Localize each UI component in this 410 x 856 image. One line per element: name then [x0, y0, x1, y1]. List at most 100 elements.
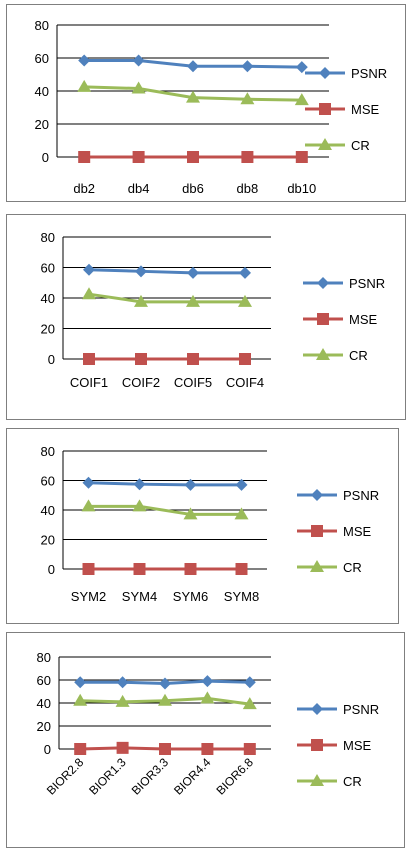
point-mse: [295, 151, 308, 163]
x-tick-label: COIF2: [122, 375, 160, 390]
point-cr: [183, 507, 198, 520]
y-tick-label: 80: [35, 18, 49, 33]
point-mse: [243, 743, 256, 755]
point-psnr: [82, 476, 95, 489]
point-cr: [134, 294, 148, 307]
point-psnr: [184, 478, 197, 491]
point-psnr: [133, 478, 146, 491]
point-cr: [115, 694, 130, 707]
x-tick-label: db2: [73, 181, 95, 196]
point-cr: [240, 92, 255, 105]
y-tick-label: 60: [37, 673, 51, 688]
x-tick-label: COIF4: [226, 375, 264, 390]
legend-marker-psnr: [311, 489, 323, 501]
point-psnr: [83, 263, 95, 276]
point-psnr: [78, 54, 91, 67]
y-tick-label: 0: [48, 562, 55, 577]
x-tick-label: BIOR6.8: [213, 755, 256, 798]
point-cr: [131, 81, 146, 94]
point-cr: [242, 697, 257, 710]
point-cr: [234, 507, 249, 520]
y-tick-label: 0: [48, 352, 55, 367]
chart-panel-sym: 0 20 40 60 80 SYM2 SYM4 SYM6 SYM8 PSNR MSE CR: [6, 428, 399, 624]
point-psnr: [241, 60, 254, 73]
x-tick-label: db6: [182, 181, 204, 196]
x-tick-label: BIOR3.3: [129, 755, 172, 798]
series-line-cr: [88, 292, 245, 304]
chart-panel-coif: 0 20 40 60 80 COIF1 COIF2 COIF5 COIF4 PSNR MSE CR: [6, 214, 406, 420]
point-psnr: [243, 676, 256, 689]
legend-label-cr: CR: [349, 348, 368, 363]
point-psnr: [74, 676, 87, 689]
legend-label-mse: MSE: [343, 738, 372, 753]
point-mse: [187, 353, 199, 365]
point-mse: [159, 743, 171, 755]
point-mse: [133, 563, 146, 575]
point-psnr: [187, 266, 199, 279]
y-tick-label: 80: [37, 650, 51, 665]
point-mse: [78, 151, 91, 163]
x-tick-label: SYM2: [71, 589, 106, 604]
legend-marker-psnr: [317, 277, 329, 289]
y-tick-label: 20: [35, 117, 49, 132]
legend-label-cr: CR: [343, 560, 362, 575]
chart-svg-db: 0 20 40 60 80 db2 db4 db6 db8 db10 PSNR MSE CR: [35, 18, 388, 196]
x-tick-label: BIOR1.3: [86, 755, 129, 798]
point-cr: [132, 499, 147, 512]
point-mse: [74, 743, 87, 755]
point-cr: [238, 294, 252, 307]
y-tick-label: 80: [41, 444, 55, 459]
point-psnr: [187, 60, 199, 73]
x-tick-label: SYM8: [224, 589, 259, 604]
y-tick-label: 20: [41, 322, 55, 337]
legend-label-psnr: PSNR: [343, 488, 379, 503]
x-tick-label: SYM4: [122, 589, 157, 604]
chart-svg-bior: 0 20 40 60 80 BIOR2.8 BIOR1.3 BIOR3.3 BIOR4.4 BIO…: [37, 650, 380, 798]
point-mse: [83, 353, 95, 365]
legend-marker-psnr: [311, 703, 323, 715]
legend-label-mse: MSE: [349, 312, 378, 327]
chart-panel-bior: 0 20 40 60 80 BIOR2.8 BIOR1.3 BIOR3.3 BIOR4.4 BIO…: [6, 632, 405, 848]
chart-svg-sym: 0 20 40 60 80 SYM2 SYM4 SYM6 SYM8 PSNR MSE CR: [41, 444, 380, 604]
legend-marker-mse: [311, 739, 323, 751]
y-tick-label: 60: [41, 261, 55, 276]
point-psnr: [235, 478, 248, 491]
point-mse: [132, 151, 145, 163]
x-tick-label: db4: [128, 181, 150, 196]
point-cr: [186, 294, 200, 307]
point-cr: [77, 79, 92, 92]
point-psnr: [116, 676, 129, 689]
point-mse: [82, 563, 95, 575]
legend-label-mse: MSE: [351, 102, 380, 117]
x-tick-label: COIF1: [70, 375, 108, 390]
point-cr: [73, 693, 88, 706]
legend-marker-psnr: [319, 67, 331, 79]
legend-label-psnr: PSNR: [349, 276, 385, 291]
legend-label-psnr: PSNR: [343, 702, 379, 717]
legend-label-psnr: PSNR: [351, 66, 387, 81]
series-line-cr: [88, 504, 242, 516]
x-tick-label: SYM6: [173, 589, 208, 604]
x-tick-label: BIOR2.8: [44, 755, 87, 798]
point-psnr: [159, 677, 171, 690]
point-mse: [116, 741, 129, 754]
point-mse: [201, 743, 214, 755]
legend-marker-cr: [310, 774, 324, 786]
y-tick-label: 80: [41, 230, 55, 245]
point-psnr: [239, 266, 251, 279]
x-tick-label: db10: [287, 181, 316, 196]
y-tick-label: 0: [42, 150, 49, 165]
legend-marker-cr: [310, 560, 324, 572]
point-cr: [200, 691, 215, 704]
y-tick-label: 0: [44, 742, 51, 757]
point-cr: [158, 693, 172, 706]
chart-svg-coif: 0 20 40 60 80 COIF1 COIF2 COIF5 COIF4 PSNR MSE CR: [41, 230, 386, 390]
legend-marker-mse: [319, 103, 331, 115]
chart-panel-db: 0 20 40 60 80 db2 db4 db6 db8 db10 PSNR MSE CR: [6, 4, 406, 202]
point-mse: [241, 151, 254, 163]
y-tick-label: 40: [35, 84, 49, 99]
x-tick-label: db8: [237, 181, 259, 196]
y-tick-label: 40: [41, 291, 55, 306]
point-mse: [184, 563, 197, 575]
y-tick-label: 60: [41, 474, 55, 489]
